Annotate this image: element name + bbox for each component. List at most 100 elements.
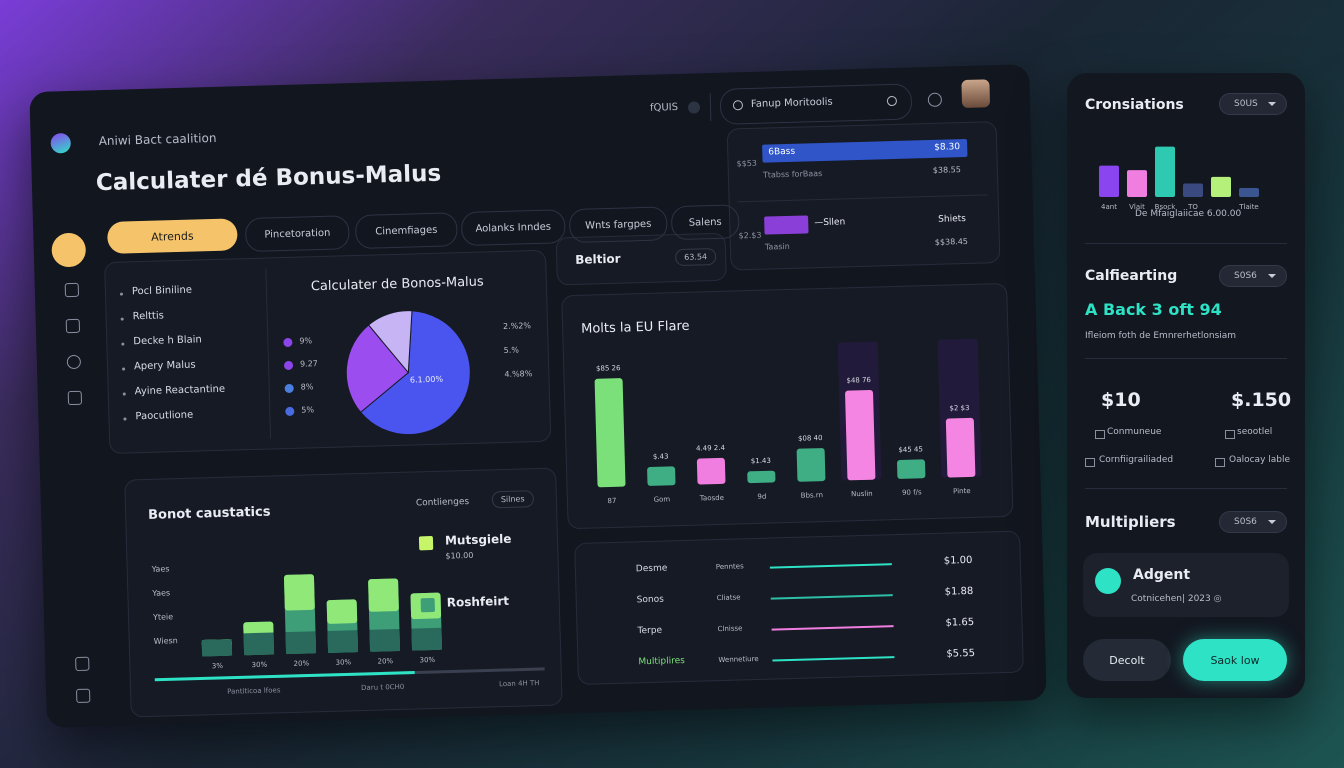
side-label: 5.% <box>503 345 520 355</box>
row-left: $$53 <box>736 158 758 169</box>
side-label: 2.%2% <box>502 321 532 331</box>
bar-highlight <box>368 578 399 612</box>
row-value: $5.55 <box>946 647 976 660</box>
avatar[interactable] <box>961 79 991 109</box>
row-label: Multiplires <box>638 656 686 668</box>
section-title: Multipliers <box>1085 513 1176 531</box>
search-icon <box>732 100 744 111</box>
nav-icon[interactable] <box>67 390 83 406</box>
x-tick-label: 20% <box>293 659 309 667</box>
stat-icon <box>1095 430 1105 439</box>
row-sub: Clnisse <box>717 624 743 634</box>
legend-dot <box>285 406 295 417</box>
row-sub: Taasin <box>764 241 790 252</box>
bar-label: $45 45 <box>898 445 923 454</box>
legend-dot <box>283 337 293 348</box>
stat-icon <box>1225 430 1235 439</box>
nav-icon[interactable] <box>64 282 80 298</box>
search-button[interactable] <box>886 95 898 107</box>
bar-label: $85 26 <box>596 364 621 373</box>
divider <box>1085 358 1287 359</box>
menu-item[interactable]: Pocl Biniline <box>131 284 193 298</box>
menu-item[interactable]: Paocutlione <box>135 409 194 423</box>
x-tick-label: 30% <box>252 661 268 669</box>
row-value: $8.30 <box>934 142 961 153</box>
toggle-label[interactable]: fQUIS <box>649 101 679 114</box>
settings-icon[interactable] <box>927 92 943 107</box>
bar-base <box>411 627 443 651</box>
bar-label: $.43 <box>653 453 669 461</box>
bar <box>845 390 876 481</box>
legend-swatch <box>420 597 435 613</box>
row-sub: Penntes <box>715 562 744 572</box>
bar <box>945 417 976 478</box>
tab[interactable]: Pincetoration <box>244 215 350 253</box>
pie-center-label: 6.1.00% <box>410 375 444 385</box>
tab[interactable]: Wnts fargpes <box>568 206 668 244</box>
nav-icon[interactable] <box>66 354 82 370</box>
x-tick-label: 30% <box>419 656 435 664</box>
row-sub: Wennetiure <box>718 654 759 665</box>
bar <box>1183 183 1203 197</box>
x-tick-label: Gom <box>654 495 671 503</box>
section-title: Calfiearting <box>1085 268 1178 284</box>
search-box[interactable]: Fanup Moritoolis <box>719 83 913 125</box>
row-line <box>770 594 893 600</box>
headline: A Back 3 oft 94 <box>1085 300 1222 319</box>
page-title: Calculater dé Bonus-Malus <box>95 160 442 197</box>
row-value: Shiets <box>938 213 967 225</box>
tab[interactable]: Cinemfiages <box>354 212 458 250</box>
card-title: Bonot caustatics <box>147 504 271 523</box>
button[interactable]: Saok low <box>1183 639 1287 681</box>
side-label: 4.%8% <box>504 369 533 379</box>
menu-item[interactable]: Relttis <box>132 310 165 323</box>
stat-label: Conmuneue <box>1107 427 1162 437</box>
y-label: Wiesn <box>154 636 178 646</box>
legend-label: 8% <box>300 382 314 392</box>
dropdown[interactable]: S0S6 <box>1219 265 1287 287</box>
bonot-card: Bonot caustatics Contlienges Silnes Yaes… <box>124 467 563 718</box>
tab[interactable]: Salens <box>670 204 740 241</box>
card-title: Molts la EU Flare <box>580 318 690 337</box>
bar <box>1155 146 1175 197</box>
item-card[interactable]: Adgent Cotnicehen| 2023 ◎ <box>1083 553 1289 617</box>
button[interactable]: Decolt <box>1083 639 1171 681</box>
chip[interactable]: 63.54 <box>674 247 717 267</box>
caption: De Mfaiglaiicae 6.00.00 <box>1135 209 1242 219</box>
nav-home[interactable] <box>51 232 87 268</box>
legend-swatch <box>418 535 434 551</box>
legend-dot <box>283 360 294 371</box>
chip[interactable]: Silnes <box>491 490 534 509</box>
note: Ifleiom foth de Emnrerhetlonsiam <box>1085 331 1237 341</box>
tab[interactable]: Atrends <box>106 218 238 254</box>
pie-chart: 6.1.00% <box>345 310 471 436</box>
nav-icon[interactable] <box>65 318 81 334</box>
row-label: Sonos <box>636 594 664 606</box>
legend-name: Mutsgiele <box>444 531 512 548</box>
x-tick-label: Vlait <box>1129 203 1145 211</box>
legend-label: 9% <box>299 336 313 346</box>
legend-label: 5% <box>301 405 315 415</box>
nav-icon[interactable] <box>76 688 91 704</box>
x-tick-label: Taosde <box>699 494 724 503</box>
stat-icon <box>1085 458 1095 467</box>
toggle[interactable] <box>687 101 701 114</box>
nav-icon[interactable] <box>75 656 90 672</box>
bar <box>647 466 676 486</box>
tab[interactable]: Aolanks Inndes <box>460 209 566 247</box>
menu-item[interactable]: Apery Malus <box>133 359 196 373</box>
bar <box>1239 188 1259 197</box>
menu-bullet <box>120 317 124 321</box>
x-tick-label: 9d <box>757 493 766 501</box>
side-chart: 4ant Vlait Bsock TO Tlaite <box>1099 146 1259 211</box>
menu-item[interactable]: Ayine Reactantine <box>134 383 226 398</box>
x-tick-label: 20% <box>377 657 393 665</box>
row-line <box>769 563 892 569</box>
menu-item[interactable]: Decke h Blain <box>133 334 202 348</box>
menu-bullet <box>122 392 126 396</box>
x-tick-label: 3% <box>212 662 224 670</box>
bar-base <box>285 631 317 655</box>
dropdown[interactable]: S0S6 <box>1219 511 1287 533</box>
dropdown[interactable]: S0US <box>1219 93 1287 115</box>
